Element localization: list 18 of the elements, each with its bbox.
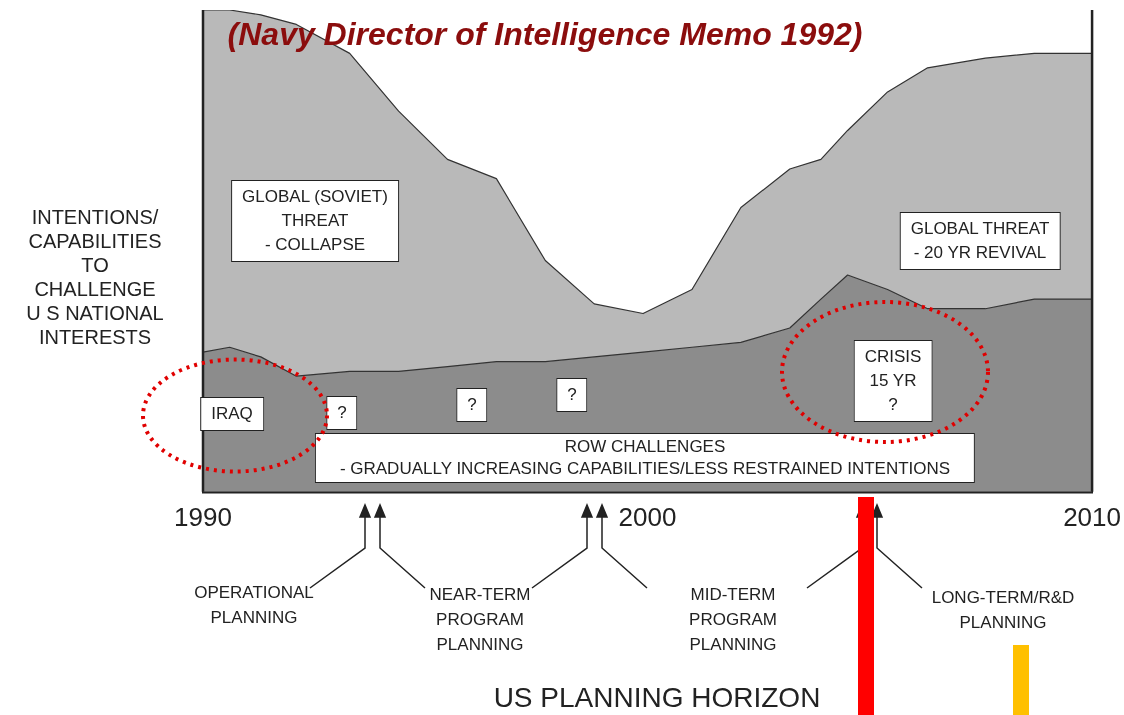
annotation: ROW CHALLENGES - GRADUALLY INCREASING CAPABILITIES/LESS RESTRAINED INTENTIONS	[314, 433, 976, 483]
text: MID-TERM PROGRAM PLANNING	[689, 584, 777, 656]
y-axis-title: INTENTIONS/ CAPABILITIES TO CHALLENGE U S NATIONAL INTERESTS	[25, 205, 165, 349]
x-tick-label: 1990	[174, 501, 232, 532]
x-tick-label: 2010	[1063, 501, 1121, 532]
chart-title: (Navy Director of Intelligence Memo 1992)	[226, 15, 864, 54]
annotation: ?	[556, 378, 588, 412]
annotation: ?	[326, 396, 358, 430]
annotation: GLOBAL THREAT - 20 YR REVIVAL	[899, 212, 1061, 270]
annotation: IRAQ	[200, 397, 264, 431]
annotation: GLOBAL (SOVIET) THREAT - COLLAPSE	[231, 180, 399, 262]
text: US PLANNING HORIZON	[493, 682, 821, 714]
text: LONG-TERM/R&D PLANNING	[931, 587, 1075, 634]
x-tick-label: 2000	[618, 501, 677, 532]
annotation: CRISIS 15 YR ?	[853, 340, 933, 422]
text: NEAR-TERM PROGRAM PLANNING	[429, 584, 531, 656]
text: OPERATIONAL PLANNING	[194, 582, 314, 629]
annotation: ?	[456, 388, 488, 422]
